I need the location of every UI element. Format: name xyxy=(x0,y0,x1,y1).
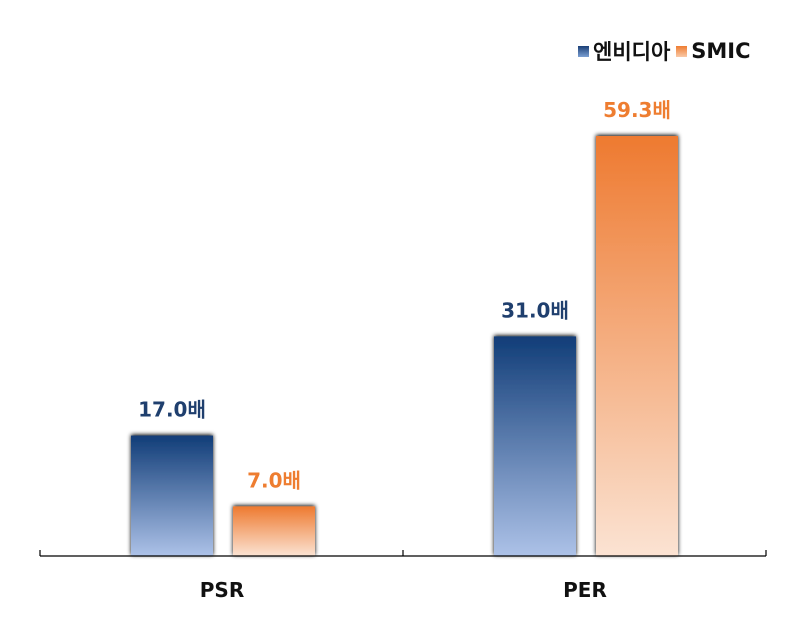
data-label-smic-per: 59.3배 xyxy=(603,98,671,122)
legend-item-smic: SMIC xyxy=(676,39,751,63)
data-labels-group: 17.0배 7.0배 31.0배 59.3배 xyxy=(138,98,671,492)
legend-swatch-smic xyxy=(676,45,688,57)
bar-nvidia-per xyxy=(494,336,576,556)
legend-swatch-nvidia xyxy=(578,45,589,57)
data-label-nvidia-psr: 17.0배 xyxy=(138,398,206,422)
x-tick-label-per: PER xyxy=(563,578,607,602)
data-label-smic-psr: 7.0배 xyxy=(247,468,301,492)
data-label-nvidia-per: 31.0배 xyxy=(501,298,569,322)
bar-nvidia-psr xyxy=(131,435,213,556)
bar-smic-psr xyxy=(233,506,315,556)
legend-label-nvidia: 엔비디아 xyxy=(593,40,671,64)
legend-item-nvidia: 엔비디아 xyxy=(578,36,670,66)
x-axis: PSR PER xyxy=(39,550,767,602)
x-tick-label-psr: PSR xyxy=(200,578,244,602)
bar-smic-per xyxy=(596,136,678,556)
legend: 엔비디아 SMIC xyxy=(578,36,757,66)
legend-label-smic: SMIC xyxy=(691,39,751,63)
bars-group xyxy=(131,136,678,556)
